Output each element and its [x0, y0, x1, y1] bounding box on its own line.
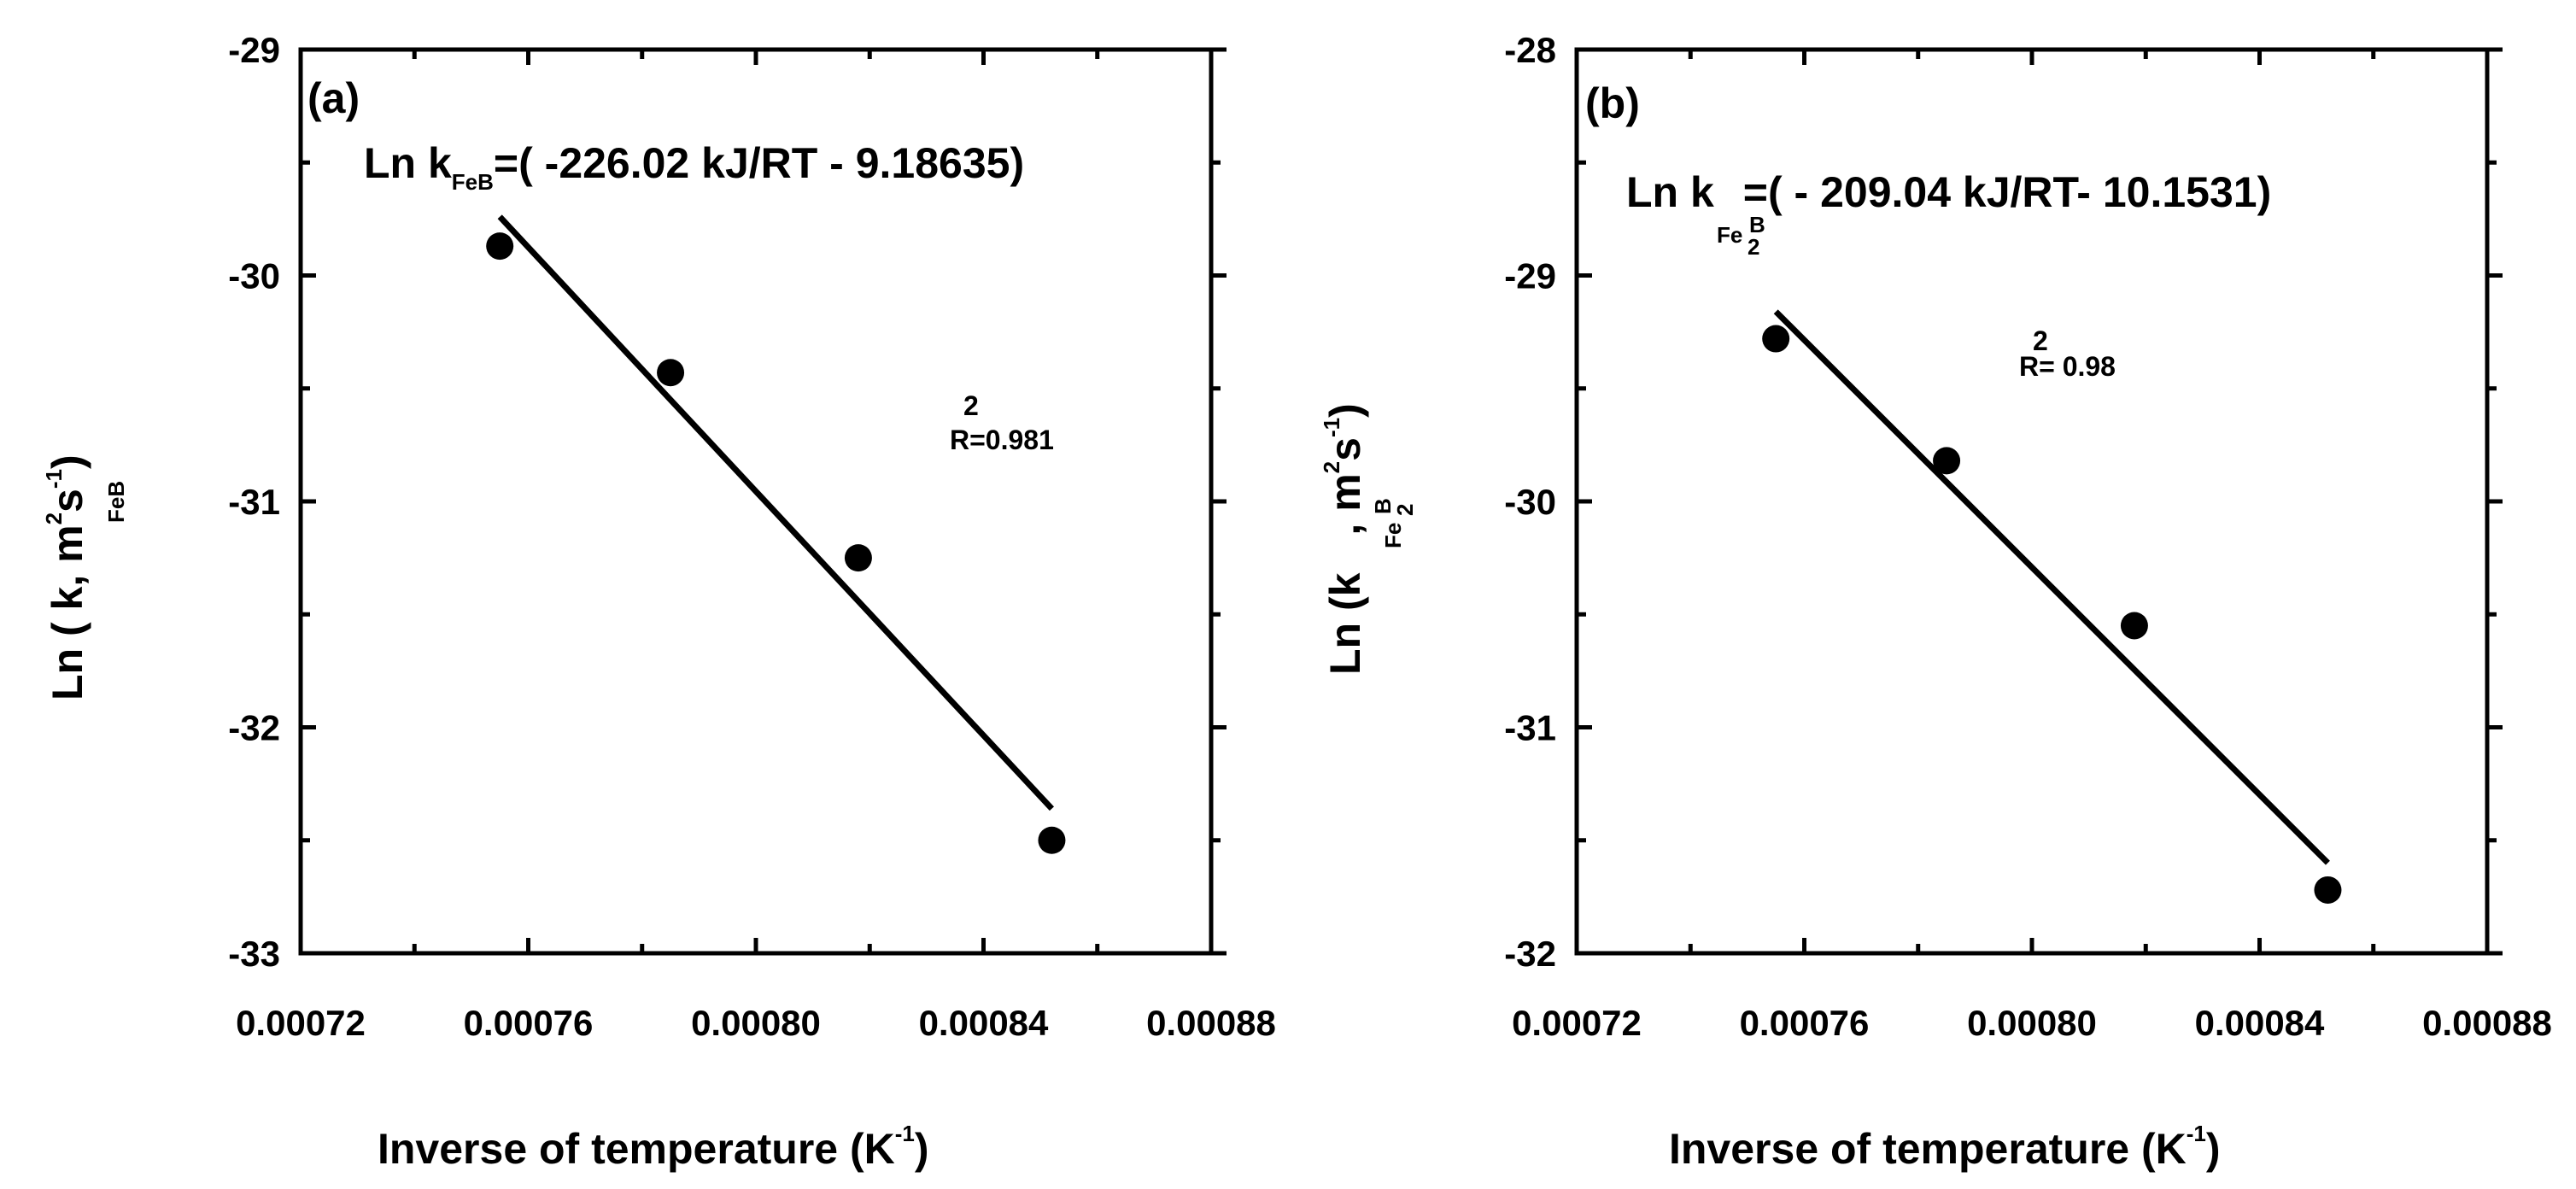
- y-tick-label: -31: [1504, 708, 1556, 748]
- equation-b-sub-b: B: [1749, 212, 1765, 237]
- equation-a-prefix: Ln k: [364, 139, 452, 187]
- data-point: [2314, 876, 2342, 904]
- equation-b-sub-2: 2: [1748, 234, 1759, 260]
- data-point: [1933, 447, 1961, 475]
- x-tick-label: 0.00080: [691, 1003, 821, 1043]
- y-tick-labels-b: -32 -31 -30 -29 -28: [1504, 30, 1556, 974]
- data-points-a: [486, 232, 1066, 854]
- x-tick-label: 0.00080: [1967, 1003, 2097, 1043]
- y-axis-title-a-s: s: [44, 489, 91, 512]
- x-axis-title-a: Inverse of temperature (K-1): [378, 1121, 929, 1173]
- y-axis-title-b-sup-s: -1: [1319, 418, 1344, 437]
- y-ticks-a: [301, 47, 1227, 956]
- x-tick-labels-b: 0.00072 0.00076 0.00080 0.00084 0.00088: [1512, 1003, 2552, 1043]
- data-point: [657, 359, 685, 387]
- y-tick-label: -30: [228, 256, 280, 296]
- x-tick-label: 0.00072: [1512, 1003, 1642, 1043]
- y-axis-title-b-main: Ln (k: [1321, 572, 1369, 675]
- y-axis-title-b-s: s: [1321, 437, 1369, 461]
- y-tick-label: -33: [228, 934, 280, 974]
- equation-a: Ln kFeB=( -226.02 kJ/RT - 9.18635): [364, 139, 1024, 195]
- fit-line-a: [497, 214, 1055, 811]
- x-tick-label: 0.00088: [2422, 1003, 2552, 1043]
- panel-b: 0.00072 0.00076 0.00080 0.00084 0.00088 -32-…: [1319, 30, 2552, 1173]
- x-axis-title-b-sup: -1: [2187, 1121, 2206, 1146]
- y-tick-label: -28: [1504, 30, 1556, 70]
- x-ticks-b: [1574, 50, 2490, 953]
- x-tick-label: 0.00084: [2195, 1003, 2325, 1043]
- data-points-b: [1762, 325, 2342, 904]
- y-tick-label: -32: [1504, 934, 1556, 974]
- y-axis-title-b-sub-2: 2: [1392, 504, 1418, 516]
- x-tick-label: 0.00076: [1740, 1003, 1870, 1043]
- y-axis-title-a-main: Ln ( k, m: [44, 524, 91, 700]
- x-ticks-a: [298, 50, 1214, 953]
- equation-a-body: =( -226.02 kJ/RT - 9.18635): [494, 139, 1024, 187]
- x-axis-title-b-main: Inverse of temperature (K: [1669, 1125, 2187, 1173]
- y-axis-title-b: Ln (k , m2s-1): [1319, 403, 1369, 675]
- y-axis-title-a-sup-m: 2: [41, 512, 67, 524]
- y-axis-title-a-sub: FeB: [103, 481, 129, 523]
- y-tick-label: -30: [1504, 482, 1556, 522]
- y-tick-labels-a: -33 -32 -31 -30 -29: [228, 30, 280, 974]
- r2-sup-a: 2: [963, 390, 979, 421]
- r2-a: R=0.981: [950, 425, 1054, 455]
- x-tick-label: 0.00088: [1146, 1003, 1276, 1043]
- equation-b: Ln k =( - 209.04 kJ/RT- 10.1531): [1626, 168, 2271, 216]
- y-tick-label: -29: [228, 30, 280, 70]
- x-tick-labels-a: 0.00072 0.00076 0.00080 0.00084 0.00088: [236, 1003, 1276, 1043]
- r2-sup-b: 2: [2033, 325, 2048, 356]
- y-axis-title-b-sub-fe: Fe: [1380, 523, 1406, 548]
- y-tick-label: -31: [228, 482, 280, 522]
- x-axis-title-b-close: ): [2206, 1125, 2221, 1173]
- x-tick-label: 0.00076: [464, 1003, 594, 1043]
- y-axis-title-b-sub-b: B: [1370, 498, 1396, 514]
- data-point: [486, 232, 514, 261]
- x-tick-label: 0.00072: [236, 1003, 366, 1043]
- y-axis-title-a-sup-s: -1: [41, 469, 67, 489]
- panel-a: 0.00072 0.00076 0.00080 0.00084 0.00088 -33-…: [41, 30, 1276, 1173]
- x-axis-title-a-close: ): [915, 1125, 929, 1173]
- fit-line-b: [1773, 309, 2330, 865]
- y-ticks-b: [1577, 47, 2503, 956]
- equation-a-subscript: FeB: [452, 169, 494, 195]
- equation-b-prefix: Ln k: [1626, 168, 1714, 216]
- y-axis-title-b-close: ): [1321, 403, 1369, 418]
- data-point: [1038, 826, 1066, 854]
- y-tick-label: -32: [228, 708, 280, 748]
- y-axis-title-b-sup-m: 2: [1319, 461, 1344, 473]
- x-tick-label: 0.00084: [919, 1003, 1049, 1043]
- x-axis-title-a-sup: -1: [895, 1121, 915, 1146]
- panel-label-b: (b): [1585, 79, 1640, 127]
- x-axis-title-b: Inverse of temperature (K-1): [1669, 1121, 2221, 1173]
- y-axis-title-a: Ln ( k, m2s-1): [41, 454, 91, 700]
- y-axis-title-b-comma-m: , m: [1321, 473, 1369, 535]
- x-axis-title-a-main: Inverse of temperature (K: [378, 1125, 895, 1173]
- data-point: [2120, 612, 2148, 640]
- y-axis-title-a-close: ): [44, 454, 91, 469]
- equation-b-body: =( - 209.04 kJ/RT- 10.1531): [1743, 168, 2271, 216]
- data-point: [844, 544, 872, 572]
- r2-b: R= 0.98: [2019, 351, 2116, 382]
- y-tick-label: -29: [1504, 256, 1556, 296]
- equation-b-sub-fe: Fe: [1717, 222, 1742, 248]
- panel-label-a: (a): [307, 74, 360, 122]
- data-point: [1762, 325, 1790, 353]
